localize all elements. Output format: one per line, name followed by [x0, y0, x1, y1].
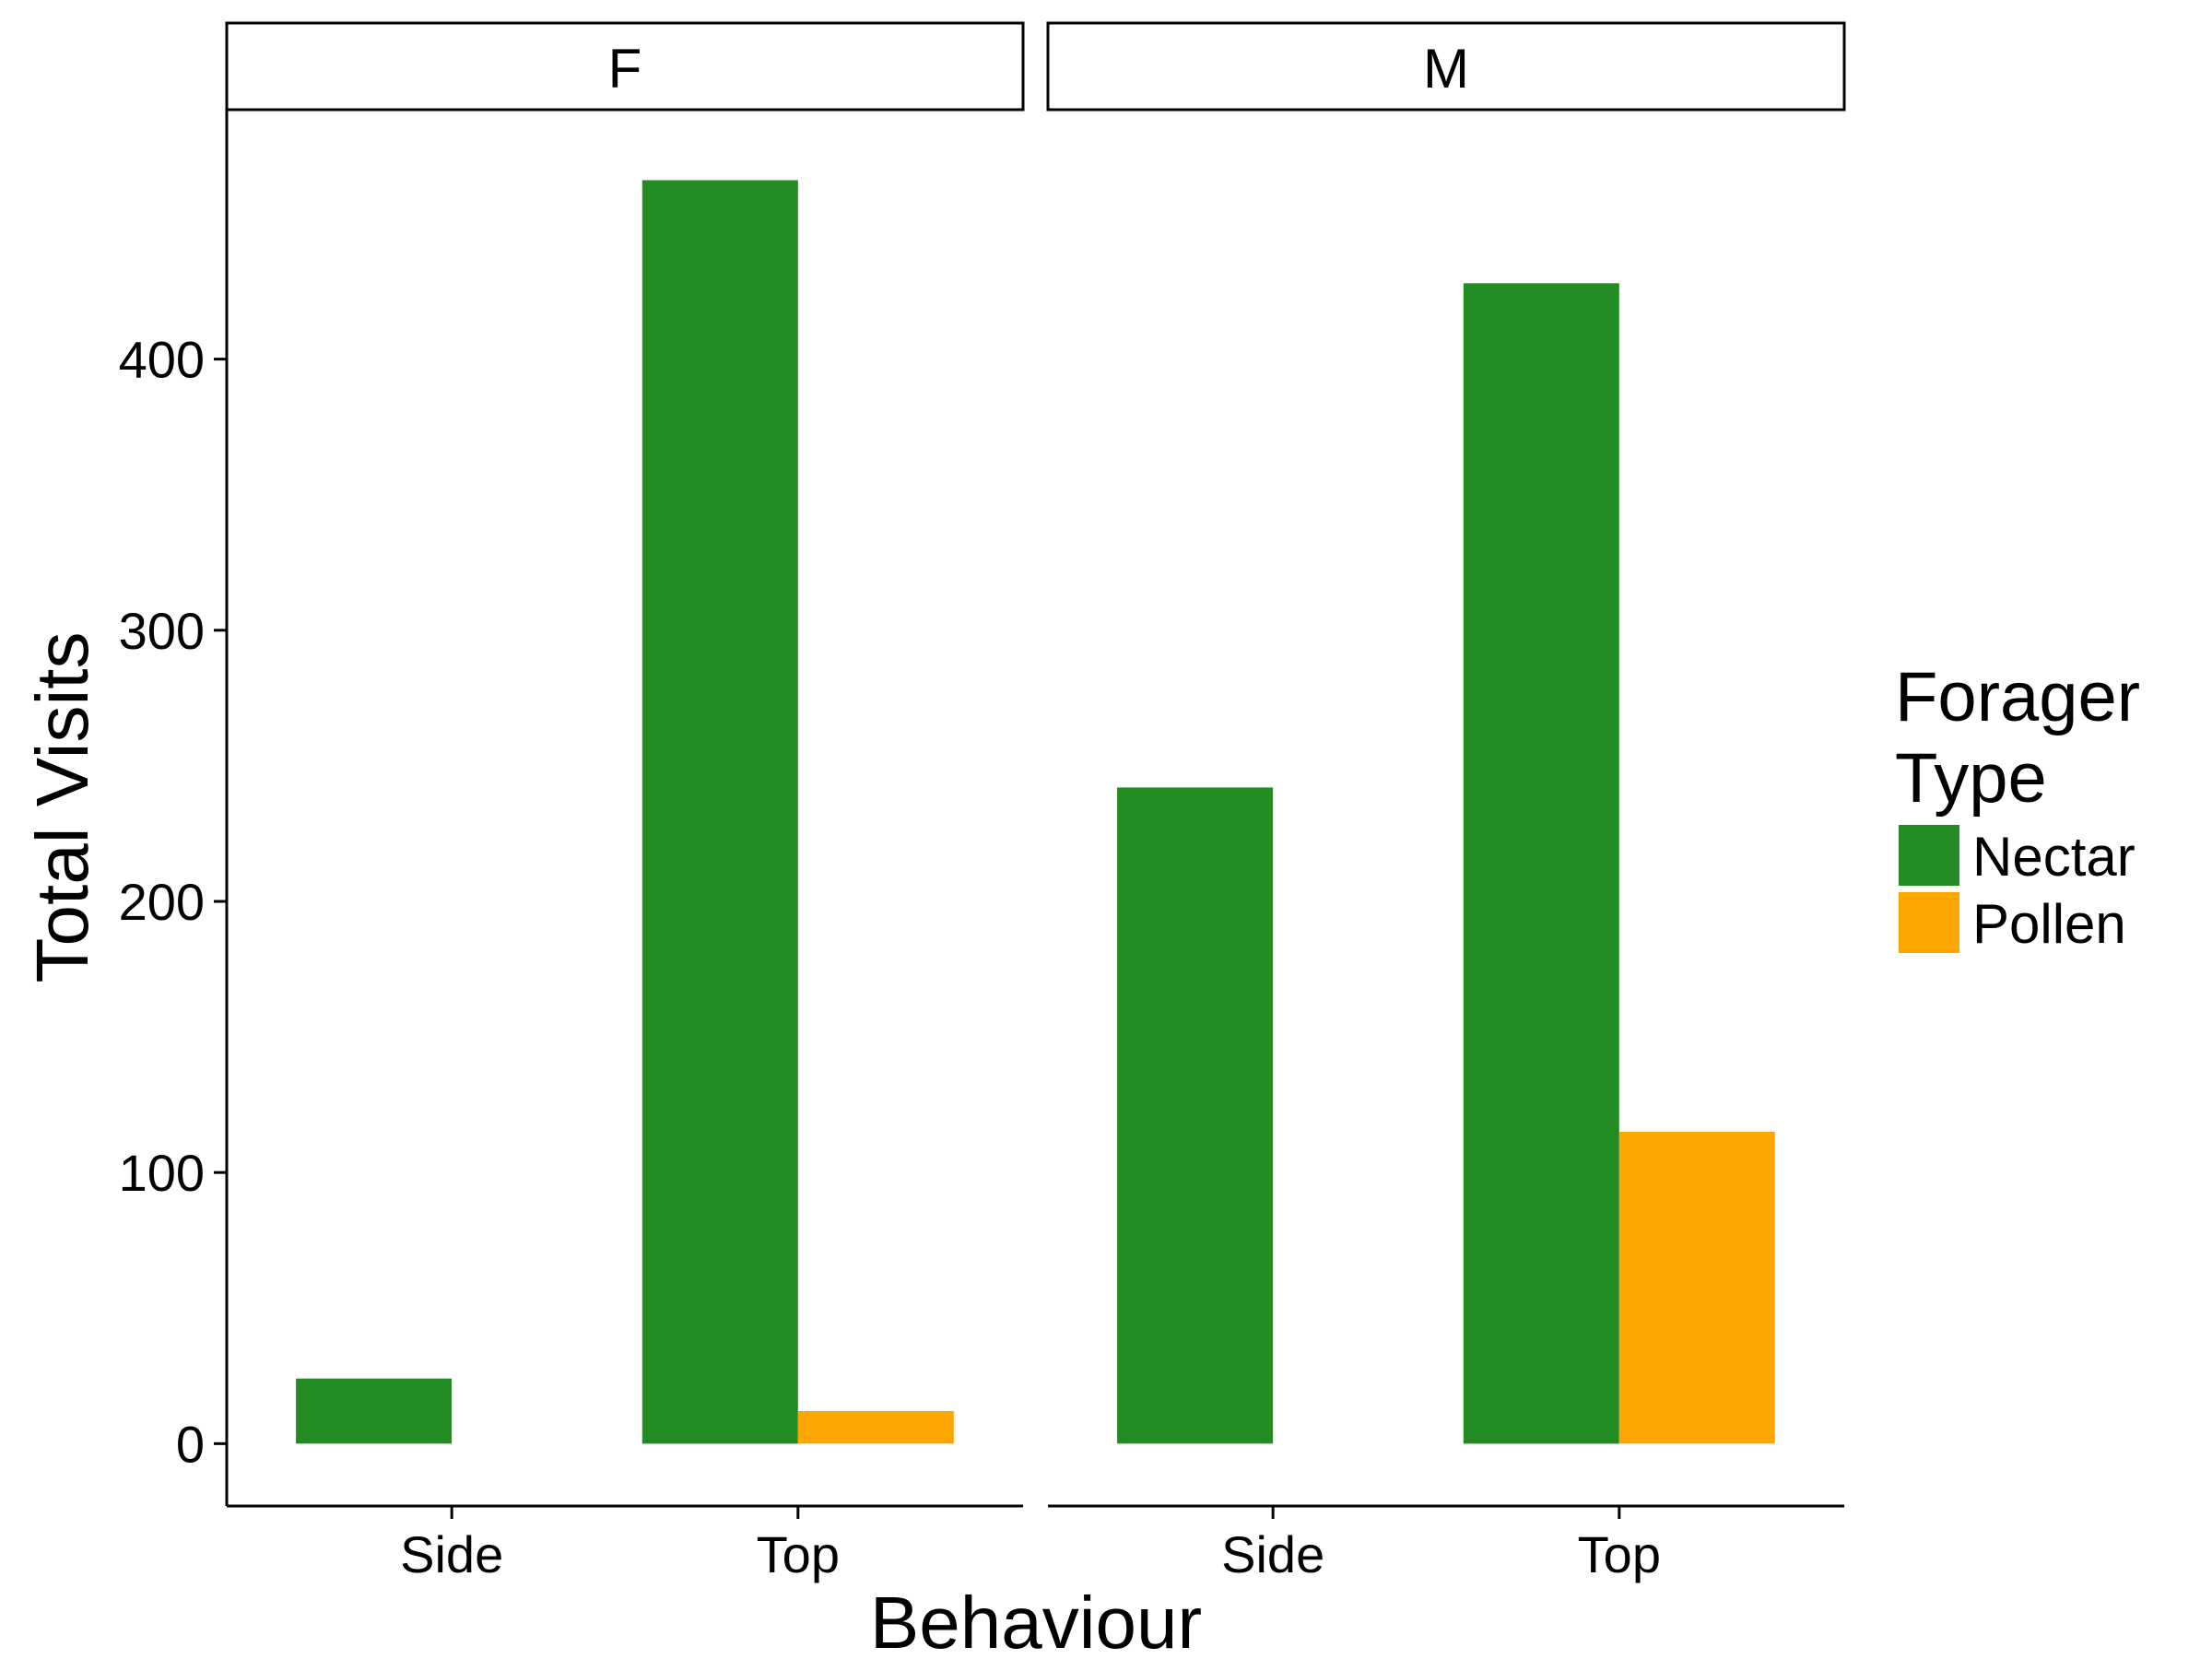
legend-label-pollen: Pollen	[1972, 893, 2126, 955]
y-tick-label-400: 400	[119, 331, 205, 389]
x-tick-label-f-top: Top	[757, 1525, 840, 1583]
y-tick-label-200: 200	[119, 873, 205, 931]
x-tick-label-m-top: Top	[1578, 1525, 1661, 1583]
bar-f-side-nectar	[296, 1378, 453, 1444]
legend-swatch-nectar	[1899, 825, 1959, 886]
y-axis-title: Total Visits	[21, 632, 103, 983]
panel-strip-f: F	[225, 21, 1025, 112]
bar-m-side-nectar	[1117, 787, 1274, 1444]
panel-label-f: F	[608, 38, 642, 100]
x-ticks: Side Top Side Top	[400, 1506, 1661, 1583]
y-tick-label-100: 100	[119, 1144, 205, 1202]
legend-label-nectar: Nectar	[1972, 826, 2136, 888]
bar-m-top-pollen	[1618, 1132, 1775, 1444]
panel-label-m: M	[1423, 38, 1469, 100]
legend-title-line-1: Forager	[1895, 658, 2140, 736]
y-tick-label-0: 0	[176, 1415, 205, 1473]
x-axis-title: Behaviour	[870, 1582, 1202, 1659]
panel-strip-m: M	[1046, 21, 1846, 112]
y-tick-label-300: 300	[119, 602, 205, 660]
bar-f-top-pollen	[797, 1411, 954, 1444]
y-axis: 0 100 200 300 400	[119, 110, 229, 1506]
y-ticks: 0 100 200 300 400	[119, 331, 227, 1473]
bars-layer	[296, 180, 1775, 1444]
legend: Forager Type Nectar Pollen	[1895, 658, 2140, 955]
bar-m-top-nectar	[1463, 283, 1619, 1444]
legend-swatch-pollen	[1899, 892, 1959, 953]
bar-f-top-nectar	[641, 180, 798, 1444]
legend-title-line-2: Type	[1895, 739, 2047, 818]
x-tick-label-m-side: Side	[1221, 1525, 1324, 1583]
x-tick-label-f-side: Side	[400, 1525, 503, 1583]
